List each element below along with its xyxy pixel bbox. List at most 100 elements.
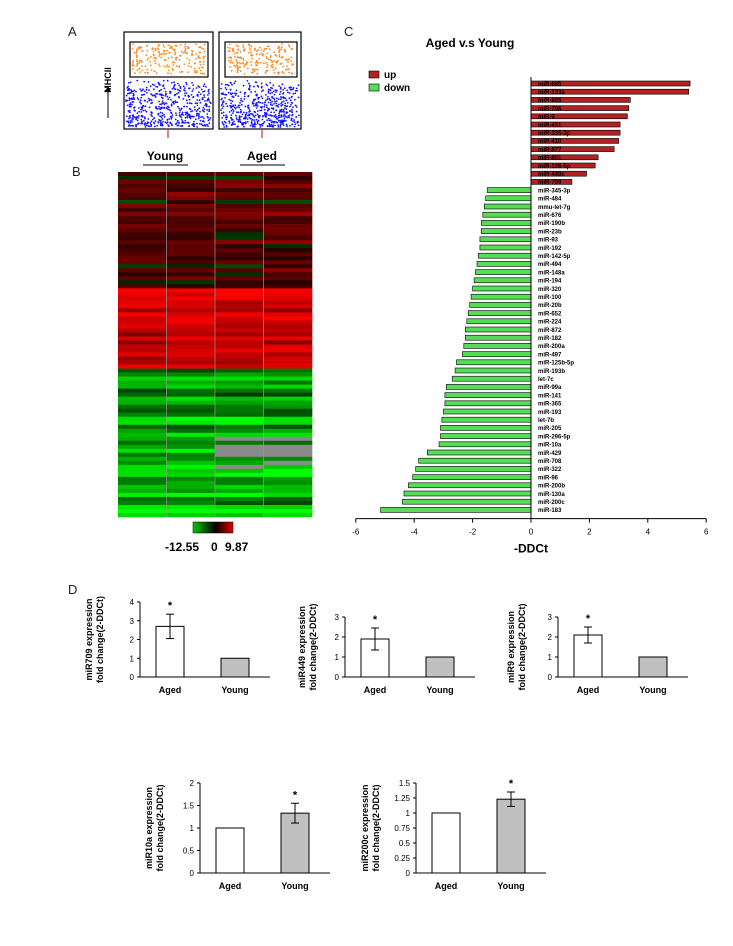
flow-dot-blue bbox=[233, 106, 236, 109]
flow-dot-blue bbox=[280, 116, 283, 118]
flow-dot-blue bbox=[154, 95, 157, 98]
flow-dot-blue bbox=[238, 115, 241, 117]
flow-dot-blue bbox=[274, 89, 277, 91]
flow-dot-orange bbox=[157, 43, 160, 46]
flow-dot-blue bbox=[225, 114, 228, 117]
flow-dot-orange bbox=[245, 63, 248, 66]
flow-dot-blue bbox=[268, 114, 270, 116]
flow-dot-blue bbox=[256, 93, 258, 96]
bar-label-miR-451: miR-451 bbox=[538, 123, 562, 129]
flow-dot-blue bbox=[197, 85, 200, 88]
heatmap-cell bbox=[166, 312, 216, 317]
flow-dot-blue bbox=[209, 117, 212, 119]
bar-miR-190b bbox=[481, 220, 532, 226]
heatmap-cell bbox=[263, 420, 313, 426]
x-tick-label: 4 bbox=[646, 528, 651, 537]
flow-dot-blue bbox=[132, 114, 134, 116]
flow-dot-blue bbox=[186, 112, 188, 115]
flow-dot-orange bbox=[232, 47, 234, 50]
flow-dot-blue bbox=[243, 95, 246, 98]
flow-dot-orange bbox=[199, 57, 201, 59]
flow-dot-blue bbox=[244, 121, 247, 124]
flow-dot-blue bbox=[177, 92, 180, 94]
flow-dot-blue bbox=[160, 96, 163, 99]
flow-dot-orange bbox=[150, 55, 152, 58]
flow-dot-blue bbox=[262, 122, 264, 125]
heatmap-cell bbox=[118, 240, 167, 245]
flow-dot-blue bbox=[269, 89, 272, 92]
flow-dot-orange bbox=[131, 47, 134, 50]
heatmap-cell bbox=[118, 428, 167, 434]
flow-dot-blue bbox=[206, 123, 209, 126]
flow-dot-blue bbox=[129, 81, 132, 84]
bar-label-miR-190b: miR-190b bbox=[538, 221, 565, 227]
flow-dot-blue bbox=[136, 97, 139, 99]
bar-label-miR-484: miR-484 bbox=[538, 197, 562, 203]
flow-dot-blue bbox=[291, 113, 294, 116]
flow-dot-blue bbox=[203, 90, 206, 92]
flow-dot-blue bbox=[222, 114, 225, 117]
heatmap-cell bbox=[215, 328, 264, 333]
flow-dot-blue bbox=[202, 85, 205, 88]
flow-dot-blue bbox=[230, 109, 233, 112]
heatmap-cell bbox=[166, 420, 216, 426]
flow-dot-blue bbox=[269, 92, 272, 95]
heatmap-cell bbox=[166, 264, 216, 269]
x-category-label: Young bbox=[281, 881, 308, 891]
heatmap-cell bbox=[166, 212, 216, 217]
heatmap-cell bbox=[166, 512, 216, 518]
flow-dot-blue bbox=[161, 106, 164, 109]
flow-dot-blue bbox=[159, 124, 162, 127]
heatmap-cell bbox=[118, 360, 167, 365]
flow-dot-blue bbox=[238, 117, 241, 120]
flow-dot-orange bbox=[202, 66, 204, 69]
heatmap-cell bbox=[263, 264, 313, 269]
heatmap-cell bbox=[118, 320, 167, 325]
flow-dot-blue bbox=[248, 116, 251, 119]
heatmap-panel: Young Aged -12.55 0 9.87 bbox=[118, 149, 313, 554]
heatmap-cell bbox=[166, 344, 216, 349]
panel-label-d: D bbox=[68, 582, 77, 597]
flow-dot-orange bbox=[257, 49, 260, 51]
bar-label-miR-296-5p: miR-296-5p bbox=[538, 434, 571, 440]
heatmap-cell bbox=[166, 188, 216, 193]
heatmap-cell bbox=[215, 368, 264, 373]
heatmap-cell bbox=[215, 256, 264, 261]
heatmap-cell bbox=[215, 456, 264, 462]
flow-dot-blue bbox=[182, 114, 185, 116]
heatmap-cell bbox=[215, 308, 264, 313]
flow-dot-blue bbox=[294, 123, 297, 126]
flow-dot-blue bbox=[269, 114, 272, 116]
flow-dot-blue bbox=[239, 121, 242, 124]
flow-dot-blue bbox=[263, 101, 266, 104]
flow-dot-blue bbox=[192, 84, 195, 87]
flow-dot-orange bbox=[255, 61, 258, 64]
heatmap-cell bbox=[166, 324, 216, 329]
heatmap-cell bbox=[166, 412, 216, 418]
flow-dot-orange bbox=[179, 71, 182, 73]
heatmap-cell bbox=[166, 280, 216, 285]
flow-dot-blue bbox=[157, 121, 160, 124]
heatmap-cell bbox=[215, 276, 264, 281]
flow-dot-blue bbox=[265, 115, 267, 118]
flow-dot-blue bbox=[224, 83, 227, 86]
heatmap-cell bbox=[118, 392, 167, 397]
flow-dot-orange bbox=[184, 46, 186, 48]
flow-dot-blue bbox=[159, 93, 162, 95]
flow-dot-orange bbox=[135, 56, 138, 59]
flow-dot-blue bbox=[193, 125, 195, 128]
heatmap-cell bbox=[118, 432, 167, 438]
heatmap-cell bbox=[215, 412, 264, 418]
flow-dot-orange bbox=[229, 65, 231, 68]
flow-dot-orange bbox=[137, 46, 140, 49]
flow-dot-orange bbox=[132, 59, 135, 62]
flow-dot-blue bbox=[248, 84, 251, 87]
y-tick-label: 1.5 bbox=[183, 802, 195, 811]
flow-dot-orange bbox=[174, 51, 177, 54]
heatmap-cell bbox=[166, 436, 216, 442]
flow-dot-orange bbox=[194, 71, 196, 74]
heatmap-cell bbox=[215, 296, 264, 301]
flow-dot-blue bbox=[267, 101, 270, 104]
flow-dot-blue bbox=[153, 84, 156, 86]
flow-dot-orange bbox=[286, 68, 289, 70]
